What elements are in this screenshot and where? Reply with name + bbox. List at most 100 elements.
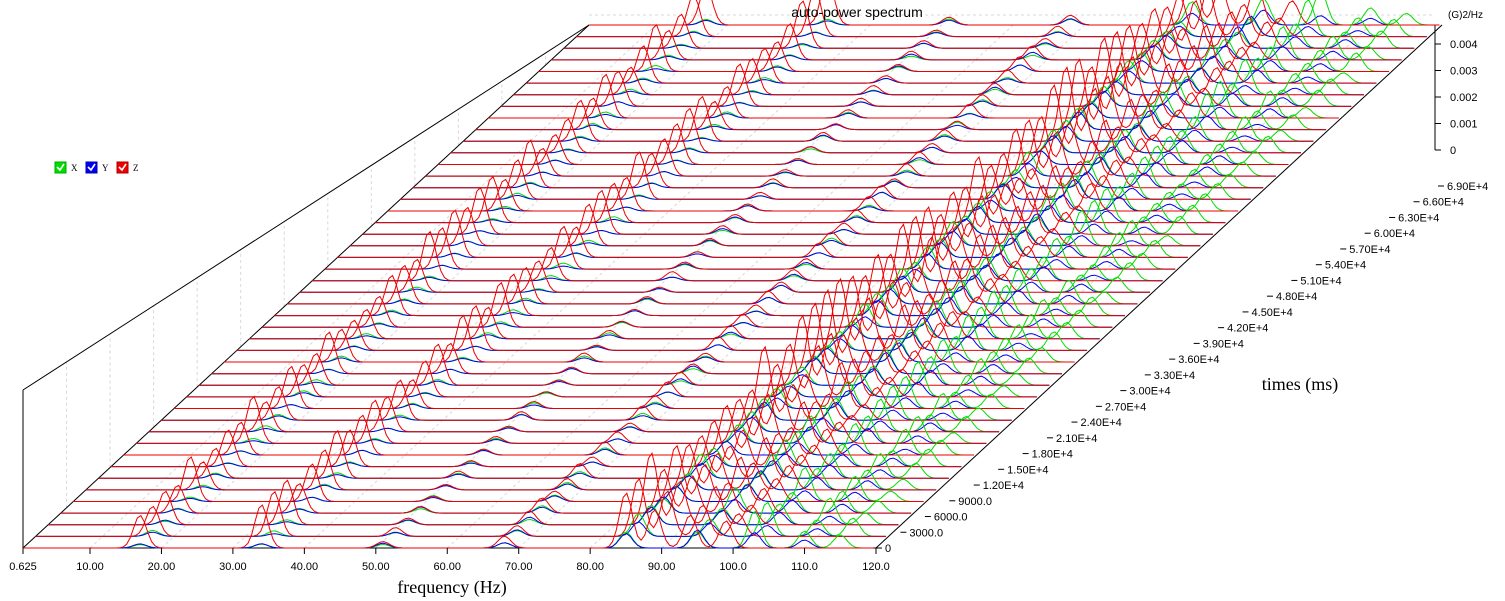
series-line-z [161,345,1012,421]
time-tick-label: 5.10E+4 [1300,275,1341,287]
spectrum-slice [324,206,1176,270]
series-line-x [161,385,1012,421]
floor-grid-line [661,24,1228,549]
y-tick-label: 0.002 [1450,92,1478,104]
x-tick-label: 100.0 [719,561,747,573]
series-line-z [576,0,1427,38]
spectrum-slice [111,419,962,468]
series-line-x [576,0,1427,38]
floor-grid-line [732,24,1300,549]
legend-checkbox-x[interactable] [54,161,67,174]
spectrum-slice [475,58,1327,131]
spectrum-slice [400,151,1251,200]
spectrum-slice [576,0,1427,38]
spectrum-slice [173,361,1025,409]
spectrum-slice [375,155,1226,224]
series-line-z [475,58,1327,131]
series-line-z [35,477,886,537]
series-line-z [123,404,974,456]
x-tick-label: 110.0 [791,561,818,573]
series-line-z [249,275,1100,340]
legend-label-z: Z [133,163,139,173]
series-line-x [400,172,1251,200]
y-tick-label: 0 [1450,145,1456,157]
time-tick-label: 9000.0 [958,496,992,508]
left-top-edge [22,24,590,391]
time-axis-label: times (ms) [1262,374,1339,395]
series-line-z [48,451,899,526]
spectrum-slice [526,24,1377,84]
series-line-x [60,487,912,514]
time-tick-label: 4.50E+4 [1252,307,1293,319]
series-line-z [274,253,1125,317]
spectrum-slice [262,274,1113,328]
legend-checkbox-z[interactable] [116,161,129,174]
series-line-z [262,274,1113,328]
x-tick-label: 0.625 [9,561,37,573]
x-tick-label: 90.00 [648,561,676,573]
time-axis: 0 3000.0 6000.0 9000.0 1.20E+4 1.50E+4 1.80E+4… [876,181,1488,555]
floor-grid-line [589,24,1157,549]
time-tick-label: 6.30E+4 [1398,212,1439,224]
spectrum-slice [211,302,1062,375]
time-tick-label: 6.00E+4 [1374,228,1415,240]
series-line-z [501,36,1352,107]
spectrum-slice [501,36,1352,107]
series-line-z [337,209,1188,258]
series-line-y [526,67,1377,84]
series-line-z [299,223,1150,293]
series-line-z [551,7,1402,61]
legend-checkbox-y[interactable] [85,161,98,174]
spectrum-slice [463,66,1314,142]
series-line-z [312,215,1163,282]
amplitude-unit: (G)2/Hz [1448,10,1483,21]
series-line-z [173,361,1025,409]
spectrum-slice [274,253,1125,317]
frequency-axis: 0.625 10.00 20.00 30.00 40.00 50.00 60.00 70.00… [9,548,890,573]
legend: X Y Z [54,161,139,174]
time-tick-label: 3.60E+4 [1178,354,1219,366]
series-line-z [362,186,1213,235]
series-line-z [412,128,1264,189]
spectrum-slice [73,444,924,503]
legend-item-y[interactable]: Y [85,161,109,174]
series-line-z [438,115,1289,165]
spectrum-slice [249,275,1100,340]
spectrum-slice [287,253,1138,305]
series-line-z [350,191,1201,247]
spectrum-slice [224,288,1075,363]
spectrum-slice [136,393,987,444]
series-line-z [488,62,1339,119]
time-tick-label: 5.40E+4 [1325,260,1366,272]
series-line-x [85,467,937,491]
spectrum-slice [48,451,899,526]
legend-item-x[interactable]: X [54,161,78,174]
y-tick-label: 0.001 [1450,119,1478,131]
time-tick-label: 3.90E+4 [1203,338,1244,350]
series-line-z [73,444,924,502]
series-line-z [513,30,1364,96]
spectrum-slice [538,22,1389,73]
spectrum-slice [387,164,1239,212]
legend-item-z[interactable]: Z [116,161,139,174]
series-line-z [425,119,1276,177]
series-line-z [538,22,1389,72]
series-line-z [186,343,1037,398]
series-line-z [224,288,1075,363]
check-icon [87,163,96,172]
series-line-x [48,497,899,526]
series-line-z [589,0,1440,26]
spectrum-slice [161,345,1012,421]
series-line-z [211,302,1062,375]
time-tick-label: 3.00E+4 [1129,386,1170,398]
x-tick-label: 30.00 [219,561,247,573]
series-line-z [111,419,962,468]
floor-grid-line [161,24,728,549]
series-line-z [136,393,987,444]
legend-label-y: Y [102,163,109,173]
spectrum-slice [589,0,1440,26]
time-tick-label: 2.40E+4 [1080,417,1121,429]
time-tick-label: 4.20E+4 [1227,323,1268,335]
x-tick-label: 10.00 [76,561,104,573]
spectrum-slice [438,115,1289,166]
